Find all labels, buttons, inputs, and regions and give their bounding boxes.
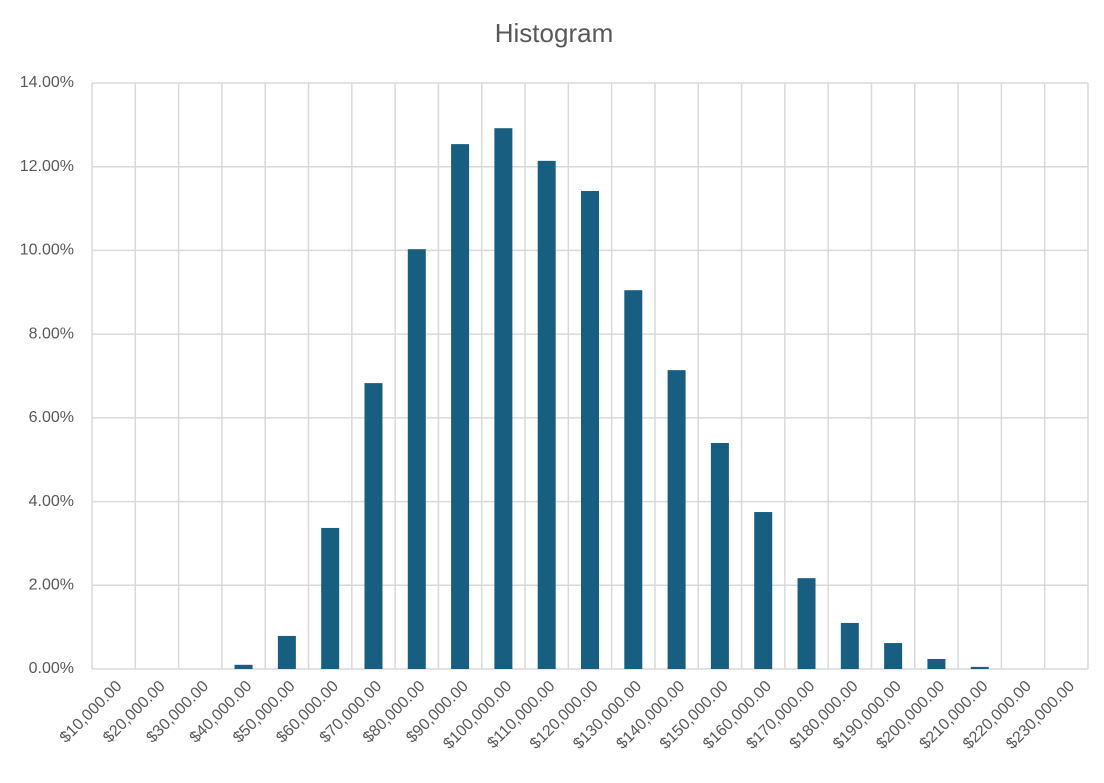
y-tick-label: 10.00% [20, 242, 74, 259]
bar [364, 383, 383, 669]
bar [797, 578, 816, 669]
bar [234, 664, 253, 669]
y-tick-label: 12.00% [20, 158, 74, 175]
bar [581, 190, 599, 669]
bar [884, 643, 903, 669]
y-tick-label: 8.00% [29, 325, 74, 342]
bar [407, 249, 426, 669]
bar [927, 658, 946, 669]
y-tick-label: 0.00% [29, 660, 74, 677]
chart-title: Histogram [495, 18, 613, 48]
bar [321, 527, 340, 669]
y-tick-label: 4.00% [29, 493, 74, 510]
bar [710, 442, 729, 669]
bar [537, 160, 556, 669]
y-tick-label: 2.00% [29, 577, 74, 594]
bar [494, 128, 513, 670]
bar [277, 635, 296, 669]
bar [840, 622, 859, 669]
bar [624, 290, 643, 669]
y-tick-label: 14.00% [20, 74, 74, 91]
y-tick-label: 6.00% [29, 409, 74, 426]
bar [970, 666, 989, 669]
bar [451, 144, 470, 669]
bar [667, 370, 686, 669]
bar [754, 512, 773, 669]
